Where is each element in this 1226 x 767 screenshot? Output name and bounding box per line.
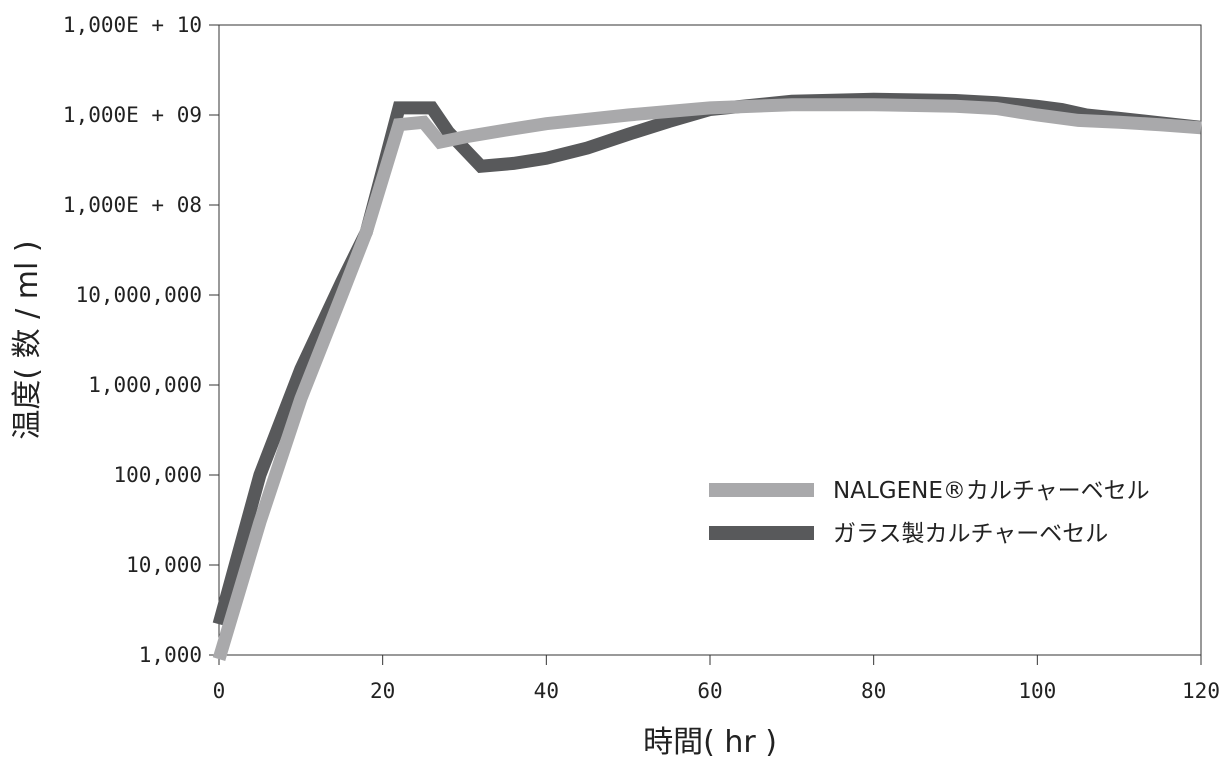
x-tick-label: 100 <box>1018 679 1056 703</box>
y-tick-label: 1,000E + 10 <box>63 13 202 37</box>
plot-area <box>218 24 1202 656</box>
x-axis: 0 20 40 60 80 100 120 <box>213 655 1220 703</box>
x-tick-label: 120 <box>1182 679 1220 703</box>
y-tick-label: 10,000 <box>126 553 202 577</box>
y-axis-title: 温度( 数 / ml ) <box>10 240 45 439</box>
y-tick-label: 100,000 <box>113 463 202 487</box>
y-axis: 1,000 10,000 100,000 1,000,000 10,000,000 1,0… <box>63 13 219 667</box>
x-tick-label: 80 <box>861 679 886 703</box>
series-line-nalgene <box>212 98 1202 661</box>
x-tick-label: 20 <box>370 679 395 703</box>
x-axis-title: 時間( hr ) <box>643 725 777 760</box>
legend-label: ガラス製カルチャーベセル <box>833 521 1108 547</box>
legend-swatch <box>709 526 814 540</box>
x-tick-label: 40 <box>534 679 559 703</box>
y-tick-label: 1,000E + 09 <box>63 103 202 127</box>
y-tick-label: 1,000E + 08 <box>63 193 202 217</box>
y-tick-label: 1,000 <box>139 643 202 667</box>
legend-swatch <box>709 483 814 497</box>
series-layer <box>212 92 1202 661</box>
x-tick-label: 0 <box>213 679 226 703</box>
y-tick-label: 10,000,000 <box>76 283 202 307</box>
x-tick-label: 60 <box>697 679 722 703</box>
legend-label: NALGENE®カルチャーベセル <box>833 478 1150 504</box>
y-tick-label: 1,000,000 <box>88 373 202 397</box>
